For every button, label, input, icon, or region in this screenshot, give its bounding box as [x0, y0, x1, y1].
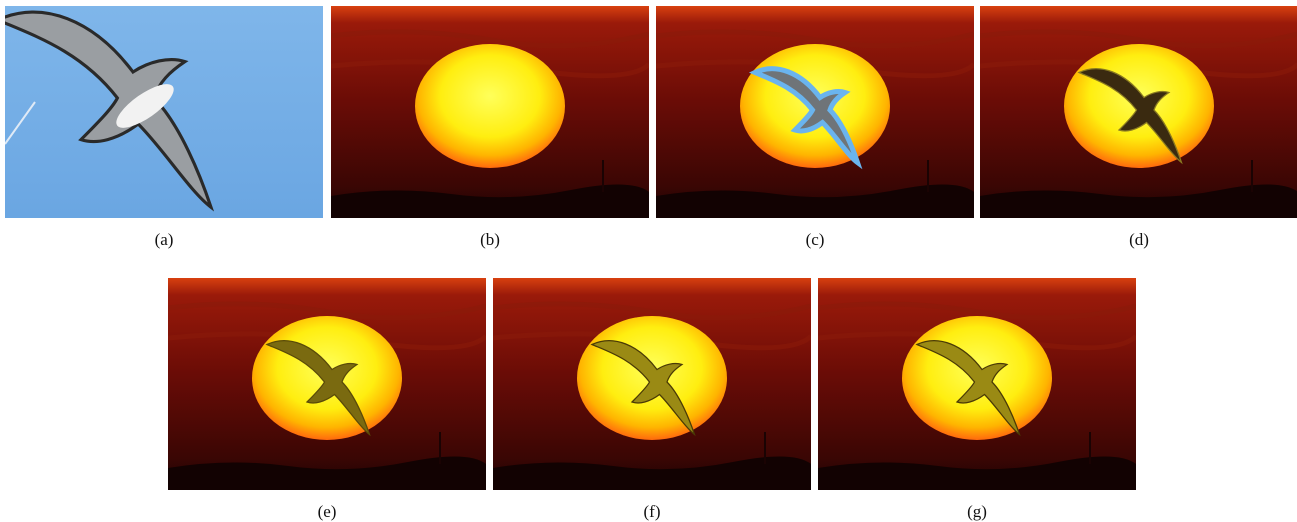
panel-caption: (e) [318, 502, 337, 521]
sun [415, 44, 565, 168]
image-panel [493, 278, 811, 490]
panel-caption: (d) [1129, 230, 1149, 249]
image-panel [980, 6, 1297, 218]
image-panel [818, 278, 1136, 490]
image-panel [331, 6, 649, 218]
panel-caption: (c) [806, 230, 825, 249]
panel-caption: (f) [644, 502, 661, 521]
image-panel [168, 278, 486, 490]
image-panel [656, 6, 974, 218]
panel-caption: (a) [155, 230, 174, 249]
image-panel [0, 6, 323, 218]
figure: (a) (b) (c) (d) (e) (f) (g) [0, 0, 1297, 522]
panel-caption: (g) [967, 502, 987, 521]
panel-caption: (b) [480, 230, 500, 249]
